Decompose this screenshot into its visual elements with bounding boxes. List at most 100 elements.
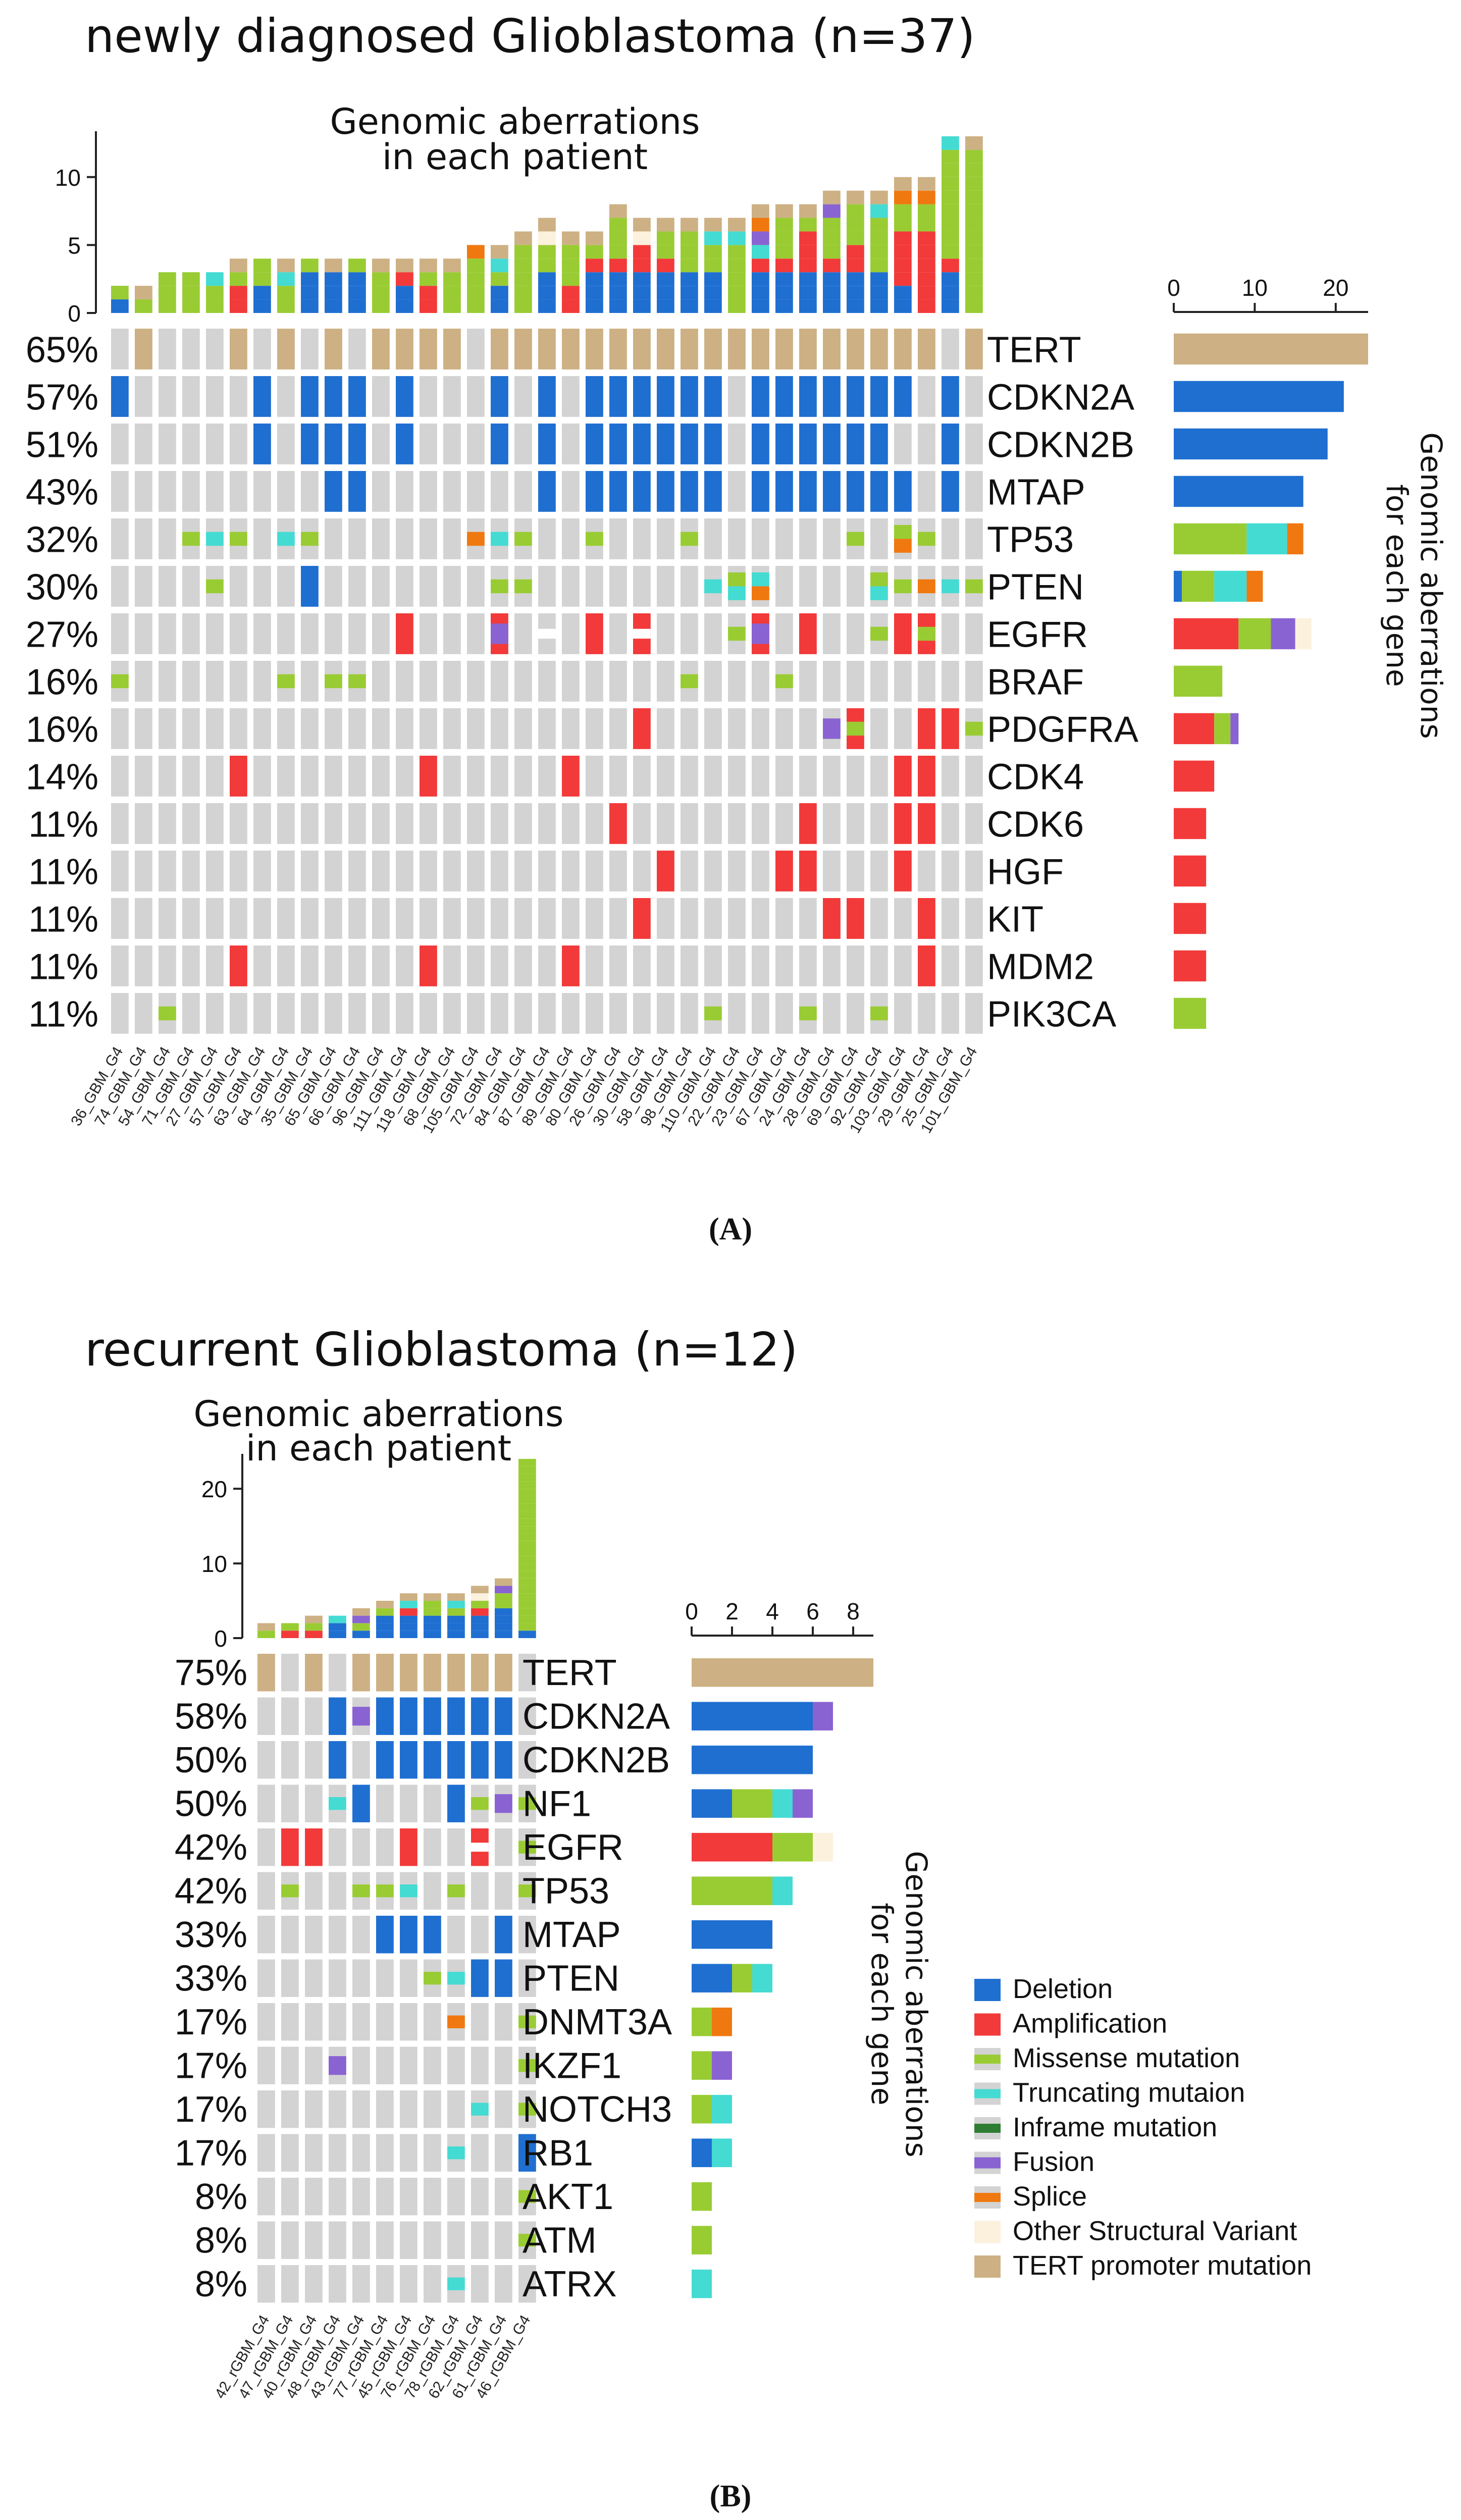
patient-bar-10-seg-7 [495, 1578, 512, 1586]
patient-bar-35-seg-4 [942, 245, 959, 259]
cell-pik3ca-24 [681, 993, 698, 1034]
cell-mdm2-14 [443, 946, 461, 986]
cell-mtap-4 [206, 471, 224, 512]
cell-egfr-9 [325, 613, 342, 654]
patient-bar-26-seg-1 [728, 286, 746, 300]
missense-mutation-mark-dnmt3a-11 [518, 2015, 536, 2028]
missense-mutation-mark-tp53-5 [230, 532, 247, 546]
patient-bar-33-seg-5 [894, 231, 912, 245]
cell-cdkn2a-14 [443, 376, 461, 417]
patient-bar-16-seg-0 [491, 299, 508, 313]
cell-mtap-0 [257, 1916, 275, 1954]
cell-pten-0 [111, 566, 129, 607]
cell-atrx-10 [495, 2265, 512, 2303]
cell-pten-6 [253, 566, 271, 607]
cell-braf-35 [942, 661, 959, 702]
tert-mark-7 [424, 1654, 441, 1692]
cell-pdgfra-5 [230, 708, 247, 749]
cell-hgf-32 [870, 851, 888, 891]
cell-dnmt3a-9 [471, 2003, 489, 2041]
deletion-mark-cdkn2b-7 [424, 1741, 441, 1779]
cell-pdgfra-26 [728, 708, 746, 749]
cell-atm-8 [447, 2221, 465, 2259]
cell-kit-26 [728, 898, 746, 939]
patient-bar-8-seg-2 [301, 272, 319, 286]
cell-egfr-6 [253, 613, 271, 654]
panel-a-gene-percentages: 65% 57% 51% 43% 32% 30% 27% 16% 16% 14% 11% 11% 11% 1… [26, 330, 98, 1034]
patient-bar-35-seg-6 [942, 218, 959, 232]
cell-cdkn2b-11 [372, 424, 390, 464]
cell-kit-25 [704, 898, 722, 939]
patient-bar-5-seg-2 [230, 272, 247, 286]
cell-cdk6-18 [538, 803, 556, 844]
cell-atm-0 [257, 2221, 275, 2259]
amplification-mark-egfr-33 [894, 613, 912, 654]
cell-pdgfra-23 [657, 708, 674, 749]
cell-pdgfra-21 [609, 708, 627, 749]
splice-mark-dnmt3a-8 [447, 2015, 465, 2028]
cell-kit-21 [609, 898, 627, 939]
amplification-mark-cdk4-34 [918, 756, 935, 797]
cell-pik3ca-34 [918, 993, 935, 1034]
tert-mark-4 [352, 1654, 370, 1692]
amplification-mark-pdgfra-22 [633, 708, 651, 749]
truncating-mutaion-mark-pten-25 [704, 579, 722, 594]
patient-bar-12-seg-3 [396, 258, 413, 273]
patient-bar-35-seg-3 [942, 258, 959, 273]
patient-bar-5-seg-0 [230, 299, 247, 313]
cell-cdkn2a-11 [518, 1697, 536, 1735]
cell-tp53-11 [372, 518, 390, 559]
gene-label-braf: BRAF [987, 662, 1084, 702]
gene-label-cdkn2b: CDKN2B [523, 1740, 670, 1780]
tert-mark-16 [491, 329, 508, 370]
patient-bar-35-seg-12 [942, 136, 959, 150]
cell-dnmt3a-3 [329, 2003, 346, 2041]
gene-label-tert: TERT [987, 330, 1081, 370]
cell-pten-22 [633, 566, 651, 607]
patient-bar-36-seg-2 [965, 272, 983, 286]
patient-bar-21-seg-7 [609, 204, 627, 218]
truncating-mutaion-mark-rb1-8 [447, 2146, 465, 2160]
deletion-mark-cdkn2a-0 [111, 376, 129, 417]
gene-percent-egfr: 27% [26, 614, 98, 655]
patient-bar-21-seg-0 [609, 299, 627, 313]
cell-mdm2-7 [277, 946, 295, 986]
gene-label-tp53: TP53 [523, 1871, 609, 1912]
deletion-mark-mtap-28 [775, 471, 793, 512]
deletion-mark-mtap-30 [823, 471, 841, 512]
cell-mdm2-23 [657, 946, 674, 986]
tert-mark-6 [400, 1654, 418, 1692]
cell-pdgfra-11 [372, 708, 390, 749]
cell-notch3-0 [257, 2090, 275, 2128]
cell-atm-2 [305, 2221, 323, 2259]
deletion-mark-mtap-24 [681, 471, 698, 512]
cell-mdm2-6 [253, 946, 271, 986]
patient-bar-24-seg-1 [681, 286, 698, 300]
deletion-mark-mtap-32 [870, 471, 888, 512]
patient-bar-4-seg-2 [206, 272, 224, 286]
patient-bar-10-seg-3 [348, 258, 366, 273]
patient-bar-2-seg-0 [305, 1631, 323, 1638]
cell-nf1-7 [424, 1784, 441, 1822]
side-axis-tick-label-10: 10 [1242, 275, 1268, 301]
cell-pdgfra-19 [562, 708, 580, 749]
missense-mutation-mark-tp53-1 [281, 1884, 299, 1898]
cell-cdk6-36 [965, 803, 983, 844]
tert-mark-26 [728, 329, 746, 370]
cell-cdk6-5 [230, 803, 247, 844]
gene-label-pdgfra: PDGFRA [987, 709, 1138, 750]
patient-bar-31-seg-7 [847, 204, 864, 218]
deletion-mark-cdkn2a-8 [447, 1697, 465, 1735]
cell-pik3ca-27 [752, 993, 769, 1034]
gene-bar-tp53-truncating-mutaion [1246, 523, 1287, 555]
gene-bar-pten-missense-mutation [732, 1964, 752, 1992]
patient-bar-36-seg-11 [965, 149, 983, 164]
patient-bar-11-seg-0 [518, 1631, 536, 1638]
cell-notch3-6 [400, 2090, 418, 2128]
cell-tp53-28 [775, 518, 793, 559]
cell-mtap-8 [301, 471, 319, 512]
patient-bar-26-seg-4 [728, 245, 746, 259]
deletion-mark-mtap-31 [847, 471, 864, 512]
cell-hgf-7 [277, 851, 295, 891]
tert-mark-11 [372, 329, 390, 370]
